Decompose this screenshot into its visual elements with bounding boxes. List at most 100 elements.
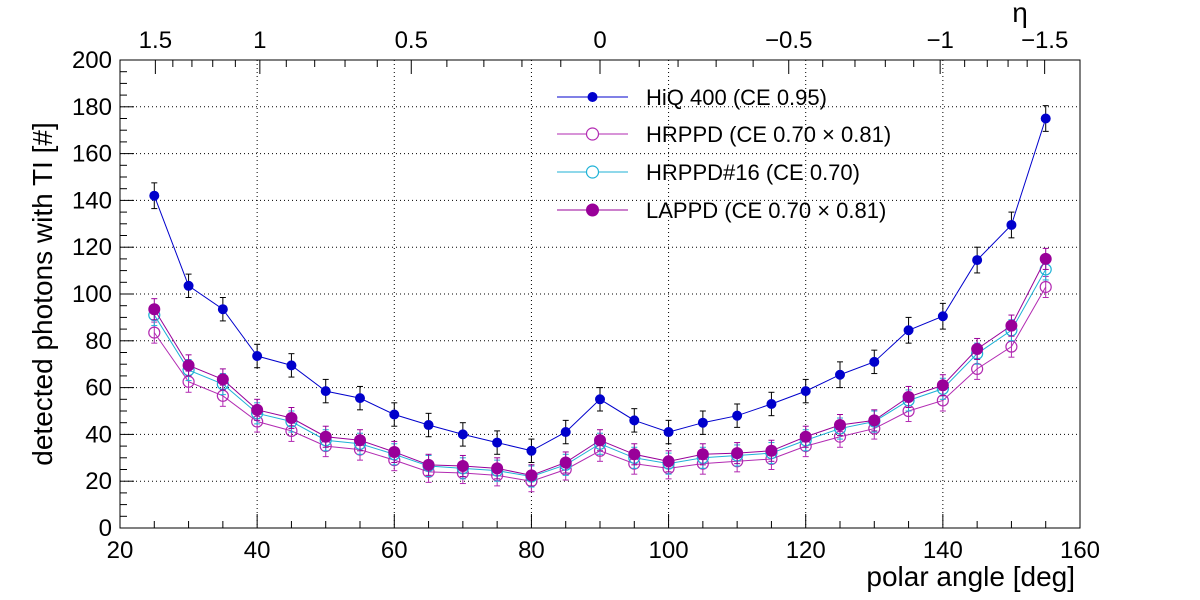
- data-point: [252, 351, 263, 362]
- data-point: [628, 448, 641, 461]
- legend-marker: [587, 92, 598, 102]
- x-tick-label: 40: [244, 537, 271, 564]
- data-point: [697, 417, 708, 428]
- y-tick-label: 200: [72, 47, 112, 74]
- top-tick-label: 1.5: [139, 27, 172, 54]
- legend-item: HiQ 400 (CE 0.95): [557, 85, 827, 110]
- legend-label: HRPPD#16 (CE 0.70): [646, 160, 860, 185]
- data-point: [285, 412, 298, 425]
- legend-marker: [586, 203, 599, 217]
- data-point: [902, 390, 915, 403]
- y-tick-label: 60: [85, 375, 112, 402]
- series-group: [149, 105, 1051, 463]
- data-point: [492, 437, 503, 448]
- data-point: [457, 429, 468, 440]
- data-series: [148, 105, 1052, 493]
- axis-labels: 20 40 60 80 100 120 140 16002040608010012014016…: [72, 27, 1100, 564]
- data-point: [765, 444, 778, 457]
- data-point: [972, 255, 983, 266]
- y-tick-label: 40: [85, 421, 112, 448]
- data-point: [525, 469, 538, 482]
- series-group: [148, 275, 1052, 493]
- data-point: [423, 420, 434, 431]
- data-point: [183, 280, 194, 291]
- data-point: [903, 325, 914, 336]
- data-point: [629, 415, 640, 426]
- data-point: [1039, 252, 1052, 265]
- data-point: [971, 342, 984, 355]
- data-point: [389, 409, 400, 420]
- x-tick-label: 140: [923, 537, 963, 564]
- data-point: [182, 359, 195, 372]
- y-tick-label: 120: [72, 234, 112, 261]
- data-point: [936, 379, 949, 392]
- data-point: [560, 427, 571, 438]
- data-point: [696, 448, 709, 461]
- x-tick-label: 80: [518, 537, 545, 564]
- data-point: [422, 458, 435, 471]
- data-point: [595, 394, 605, 405]
- data-point: [869, 356, 880, 367]
- legend-item: HRPPD (CE 0.70 × 0.81): [557, 122, 891, 147]
- data-point: [320, 386, 331, 397]
- top-axis-title: η: [1012, 0, 1028, 28]
- data-point: [868, 414, 881, 427]
- data-point: [800, 386, 811, 397]
- legend-label: HiQ 400 (CE 0.95): [646, 85, 827, 110]
- y-tick-label: 140: [72, 187, 112, 214]
- series-group: [148, 247, 1052, 487]
- grid: [120, 60, 1080, 528]
- data-point: [559, 456, 572, 469]
- x-tick-label: 20: [107, 537, 134, 564]
- legend-marker: [585, 127, 600, 141]
- legend: HiQ 400 (CE 0.95) HRPPD (CE 0.70 × 0.81) H…: [557, 85, 891, 223]
- data-point: [1039, 280, 1052, 294]
- data-point: [799, 430, 812, 443]
- data-point: [388, 445, 401, 458]
- top-tick-label: 0.5: [395, 27, 428, 54]
- y-axis-title: detected photons with TI [#]: [27, 122, 58, 465]
- data-point: [732, 410, 743, 421]
- data-point: [766, 398, 777, 409]
- data-point: [456, 459, 469, 472]
- top-tick-label: −0.5: [765, 27, 812, 54]
- data-point: [286, 360, 297, 371]
- data-point: [662, 455, 675, 468]
- y-tick-label: 180: [72, 94, 112, 121]
- data-point: [1005, 319, 1018, 332]
- data-point: [319, 430, 332, 443]
- top-tick-label: −1.5: [1021, 27, 1068, 54]
- data-point: [148, 326, 161, 339]
- top-tick-label: 0: [593, 27, 606, 54]
- data-point: [355, 393, 365, 404]
- data-point: [594, 434, 606, 447]
- data-point: [354, 434, 366, 447]
- y-tick-label: 20: [85, 468, 112, 495]
- x-tick-label: 160: [1060, 537, 1100, 564]
- top-tick-label: 1: [253, 27, 266, 54]
- data-point: [731, 447, 744, 460]
- y-tick-label: 160: [72, 141, 112, 168]
- y-tick-label: 0: [99, 515, 112, 542]
- legend-label: HRPPD (CE 0.70 × 0.81): [646, 122, 891, 147]
- data-point: [834, 419, 846, 432]
- data-point: [937, 311, 948, 322]
- y-tick-label: 80: [85, 328, 112, 355]
- legend-label: LAPPD (CE 0.70 × 0.81): [646, 198, 886, 223]
- x-tick-label: 100: [649, 537, 689, 564]
- data-point: [217, 304, 228, 315]
- y-tick-label: 100: [72, 281, 112, 308]
- data-point: [216, 373, 229, 386]
- data-point: [526, 445, 537, 456]
- axis-ticks: [119, 59, 1081, 529]
- x-axis-title: polar angle [deg]: [866, 561, 1075, 592]
- x-tick-label: 60: [381, 537, 408, 564]
- data-point: [1040, 113, 1051, 124]
- data-point: [148, 303, 161, 316]
- data-point: [491, 462, 504, 475]
- data-point: [835, 369, 845, 380]
- x-tick-label: 120: [786, 537, 826, 564]
- legend-item: LAPPD (CE 0.70 × 0.81): [557, 198, 886, 223]
